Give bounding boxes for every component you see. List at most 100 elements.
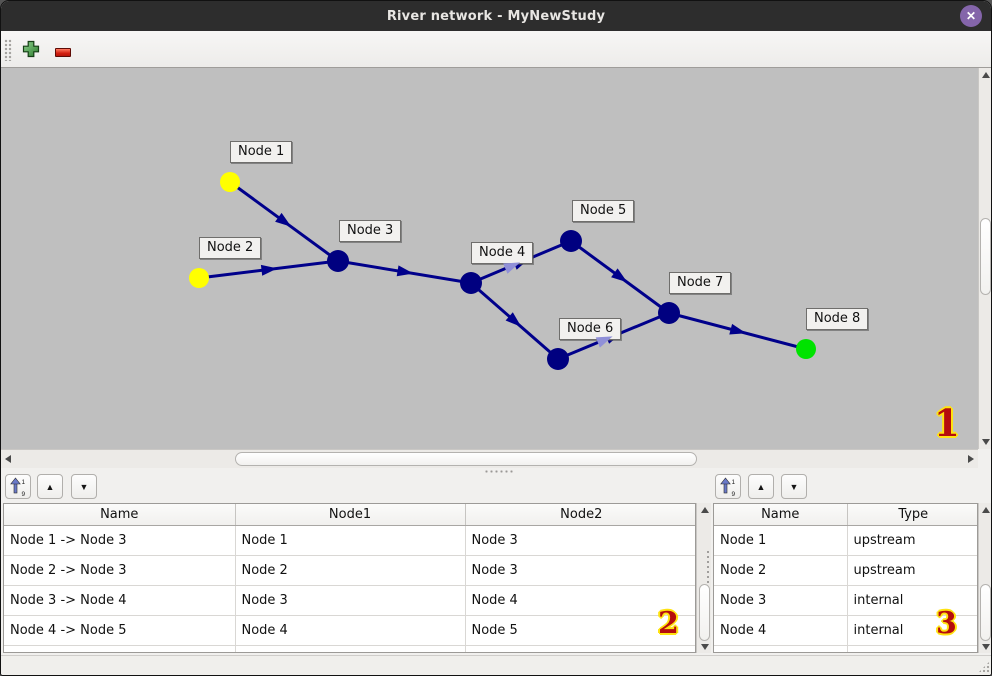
step-annotation: 3: [936, 606, 957, 641]
scrollbar-thumb[interactable]: [699, 584, 710, 641]
table-cell: Node 3: [235, 585, 466, 616]
node-label[interactable]: Node 3: [339, 220, 402, 242]
status-bar: [1, 655, 991, 675]
edge-arrow-icon: [729, 323, 747, 335]
node-label[interactable]: Node 5: [572, 200, 635, 222]
edge-arrow-icon: [260, 264, 278, 276]
nodes-sort-button[interactable]: 1 9: [715, 474, 741, 499]
graph-node-internal[interactable]: [658, 302, 680, 324]
graph-node-internal[interactable]: [547, 348, 569, 370]
arrow-down-icon: ▼: [79, 481, 89, 492]
canvas-vertical-scrollbar[interactable]: [978, 68, 991, 449]
table-row[interactable]: Node 2 upstream: [714, 555, 977, 586]
toolbar-drag-handle[interactable]: [4, 39, 12, 61]
scroll-right-button[interactable]: [964, 450, 978, 468]
table-row[interactable]: Node 1 upstream: [714, 525, 977, 556]
graph-node-upstream[interactable]: [189, 268, 209, 288]
table-cell: Node 4: [235, 615, 466, 646]
arrow-right-icon: [968, 455, 974, 463]
svg-text:9: 9: [732, 491, 736, 497]
nodes-move-up-button[interactable]: ▲: [748, 474, 774, 499]
scrollbar-thumb[interactable]: [980, 584, 991, 641]
graph-node-downstream[interactable]: [796, 339, 816, 359]
arrow-up-icon: [982, 506, 990, 513]
column-header[interactable]: Node2: [465, 504, 695, 526]
resize-grip[interactable]: [978, 661, 990, 673]
add-button[interactable]: [19, 38, 43, 62]
table-row[interactable]: Node 4 -> Node 5 Node 4 Node 5: [4, 615, 695, 646]
graph-node-internal[interactable]: [460, 272, 482, 294]
table-row[interactable]: [4, 645, 695, 652]
table-row[interactable]: Node 1 -> Node 3 Node 1 Node 3: [4, 525, 695, 556]
table-row[interactable]: Node 4 internal: [714, 615, 977, 646]
scroll-left-button[interactable]: [1, 450, 15, 468]
table-cell: Node 3 -> Node 4: [4, 585, 236, 616]
table-cell: [235, 645, 466, 652]
table-cell: upstream: [847, 525, 977, 556]
scroll-down-button[interactable]: [697, 640, 712, 653]
scroll-up-button[interactable]: [979, 68, 991, 82]
table-row[interactable]: Node 3 -> Node 4 Node 3 Node 4: [4, 585, 695, 616]
graph-node-internal[interactable]: [560, 230, 582, 252]
table-cell: Node 4: [465, 585, 695, 616]
node-label[interactable]: Node 1: [230, 141, 293, 163]
scroll-up-button[interactable]: [697, 503, 712, 516]
reaches-table-scrollbar[interactable]: [696, 503, 711, 653]
column-header[interactable]: Type: [847, 504, 977, 526]
arrow-down-icon: [982, 643, 990, 650]
arrow-down-icon: [982, 439, 990, 445]
column-header[interactable]: Name: [714, 504, 848, 526]
node-label[interactable]: Node 2: [199, 237, 262, 259]
vertical-pane-splitter[interactable]: [705, 551, 711, 583]
table-cell: [714, 645, 848, 652]
graph-node-internal[interactable]: [327, 250, 349, 272]
remove-button[interactable]: [51, 38, 75, 62]
table-cell: Node 3: [465, 525, 695, 556]
close-button[interactable]: ✕: [960, 5, 982, 27]
table-row[interactable]: Node 3 internal: [714, 585, 977, 616]
table-cell: [4, 645, 236, 652]
scrollbar-thumb[interactable]: [235, 452, 697, 466]
column-header[interactable]: Name: [4, 504, 236, 526]
table-cell: Node 2: [714, 555, 848, 586]
table-cell: Node 2: [235, 555, 466, 586]
table-cell: Node 1 -> Node 3: [4, 525, 236, 556]
reaches-move-down-button[interactable]: ▼: [71, 474, 97, 499]
table-cell: [847, 645, 977, 652]
arrow-down-icon: ▼: [789, 481, 799, 492]
table-cell: Node 1: [235, 525, 466, 556]
node-label[interactable]: Node 4: [471, 242, 534, 264]
nodes-table-scrollbar[interactable]: [978, 503, 991, 653]
network-canvas[interactable]: Node 1 Node 2 Node 3 Node 4 Node 5 Node 6 Node…: [1, 68, 978, 449]
table-cell: [465, 645, 695, 652]
node-label[interactable]: Node 8: [806, 308, 869, 330]
table-row[interactable]: Node 2 -> Node 3 Node 2 Node 3: [4, 555, 695, 586]
nodes-move-down-button[interactable]: ▼: [781, 474, 807, 499]
scroll-down-button[interactable]: [979, 435, 991, 449]
node-label[interactable]: Node 6: [559, 318, 622, 340]
horizontal-splitter[interactable]: [1, 468, 991, 474]
table-cell: Node 3: [714, 585, 848, 616]
svg-text:1: 1: [22, 479, 26, 486]
titlebar[interactable]: River network - MyNewStudy ✕: [1, 1, 991, 31]
scroll-up-button[interactable]: [979, 503, 991, 516]
reaches-move-up-button[interactable]: ▲: [37, 474, 63, 499]
column-header[interactable]: Node1: [235, 504, 466, 526]
scrollbar-thumb[interactable]: [980, 218, 991, 295]
reaches-sort-button[interactable]: 1 9: [5, 474, 31, 499]
node-label[interactable]: Node 7: [669, 272, 732, 294]
table-row[interactable]: [714, 645, 977, 652]
scroll-down-button[interactable]: [979, 640, 991, 653]
step-annotation: 1: [934, 401, 960, 445]
edge-arrow-icon: [611, 268, 628, 283]
table-cell: Node 4: [714, 615, 848, 646]
table-cell: Node 2 -> Node 3: [4, 555, 236, 586]
edge-arrow-icon: [505, 312, 522, 327]
table-cell: Node 5: [465, 615, 695, 646]
window-title: River network - MyNewStudy: [386, 8, 606, 24]
canvas-horizontal-scrollbar[interactable]: [1, 449, 978, 468]
nodes-table: Name Type Node 1 upstream Node 2 upstream Node…: [713, 503, 978, 653]
close-icon: ✕: [965, 9, 977, 23]
graph-node-upstream[interactable]: [220, 172, 240, 192]
